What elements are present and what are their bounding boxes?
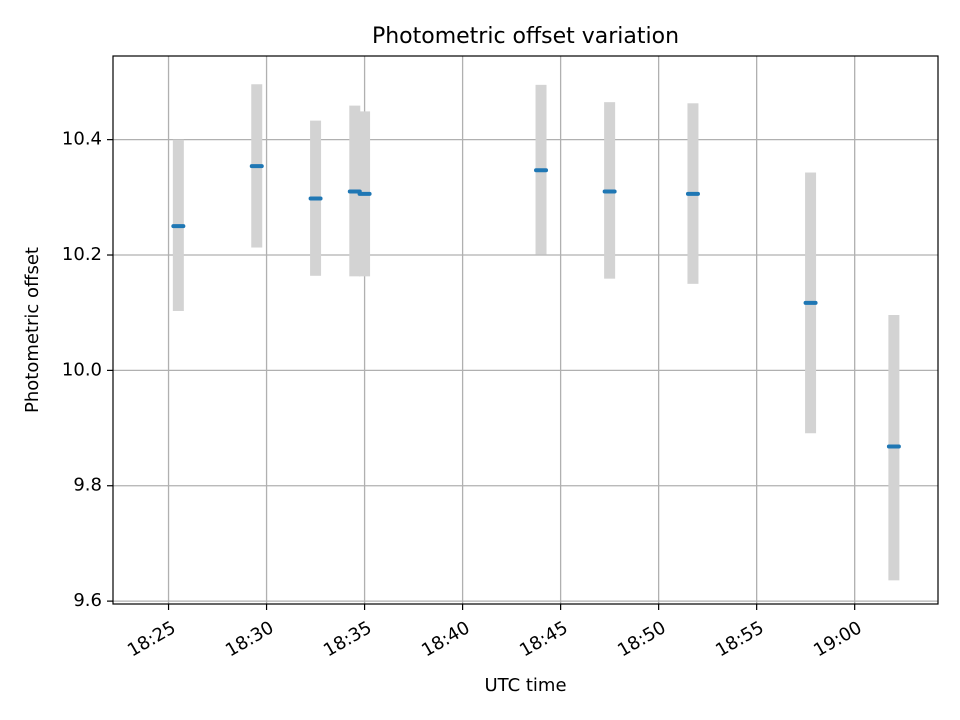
- y-tick-label: 9.6: [73, 590, 102, 611]
- plot-frame: [112, 55, 939, 605]
- y-tick-label: 10.2: [62, 244, 102, 265]
- y-tick-label: 9.8: [73, 475, 102, 496]
- y-tick-label: 10.0: [62, 359, 102, 380]
- y-tick-label: 10.4: [62, 129, 102, 150]
- y-axis-label: Photometric offset: [22, 247, 43, 413]
- x-axis-label: UTC time: [484, 675, 566, 696]
- data-markers: [171, 164, 901, 449]
- chart-title: Photometric offset variation: [372, 24, 679, 49]
